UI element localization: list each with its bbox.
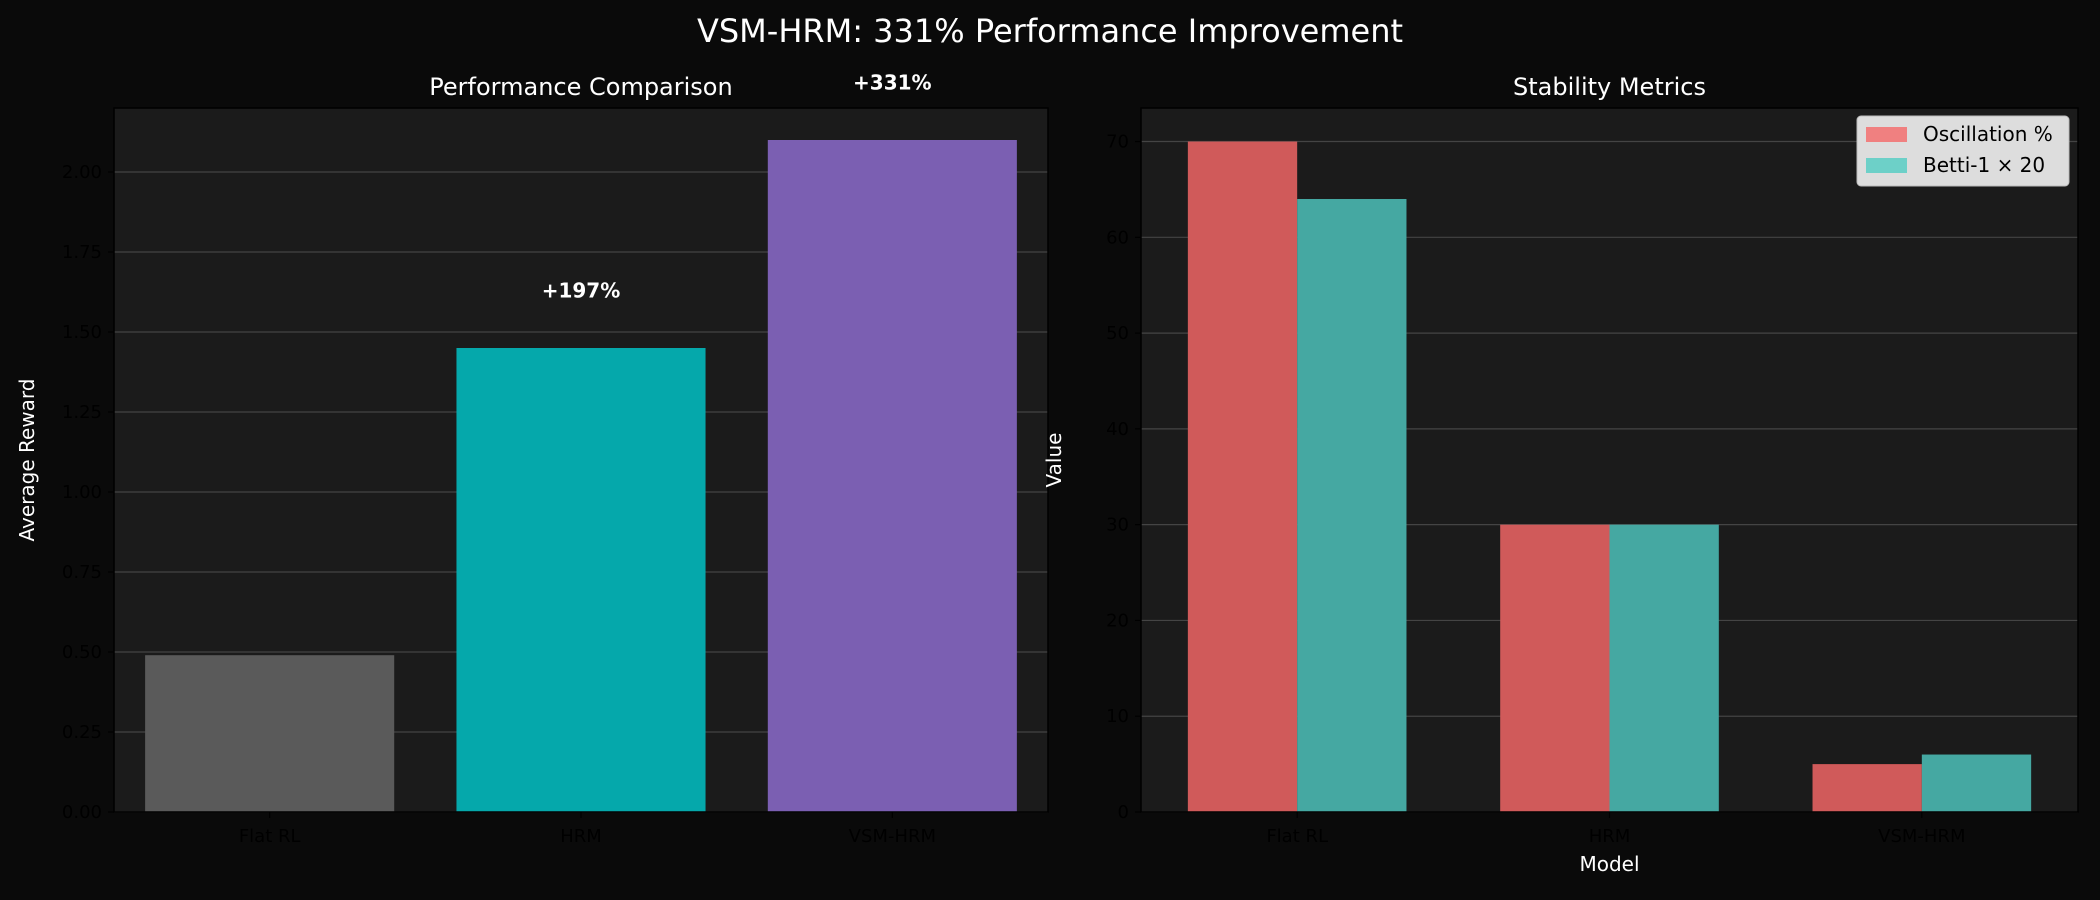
chart-title: Stability Metrics bbox=[1513, 73, 1706, 101]
bar-hrm bbox=[456, 348, 706, 812]
y-tick-label: 20 bbox=[1106, 610, 1129, 631]
y-tick-label: 30 bbox=[1106, 515, 1129, 536]
bar-vsm-hrm bbox=[767, 140, 1017, 812]
y-tick-label: 40 bbox=[1106, 419, 1129, 440]
y-tick-label: 10 bbox=[1106, 706, 1129, 727]
y-tick-label: 1.00 bbox=[62, 482, 102, 503]
y-tick-label: 2.00 bbox=[62, 162, 102, 183]
y-tick-label: 1.25 bbox=[62, 402, 102, 423]
figure-title: VSM-HRM: 331% Performance Improvement bbox=[697, 12, 1403, 50]
bar-annotation: +197% bbox=[542, 278, 621, 302]
y-axis-label: Average Reward bbox=[15, 379, 39, 542]
y-tick-label: 70 bbox=[1106, 132, 1129, 153]
legend-swatch bbox=[1866, 158, 1907, 173]
chart-title: Performance Comparison bbox=[429, 73, 732, 101]
legend-label: Betti-1 × 20 bbox=[1923, 153, 2045, 177]
x-axis-label: Model bbox=[1579, 852, 1639, 876]
x-tick-label: HRM bbox=[560, 826, 602, 847]
bar-betti-1-20-flat-rl bbox=[1297, 198, 1407, 813]
axes-frame bbox=[1140, 107, 2079, 813]
x-tick-label: VSM-HRM bbox=[1878, 826, 1965, 847]
y-tick-label: 60 bbox=[1106, 227, 1129, 248]
legend-box bbox=[1856, 115, 2070, 187]
y-tick-label: 0 bbox=[1118, 802, 1129, 823]
y-tick-label: 1.50 bbox=[62, 322, 102, 343]
legend-label: Oscillation % bbox=[1923, 122, 2053, 146]
y-axis-label: Value bbox=[1042, 433, 1066, 488]
bar-betti-1-20-vsm-hrm bbox=[1921, 754, 2032, 812]
x-tick-label: HRM bbox=[1589, 826, 1631, 847]
x-tick-label: Flat RL bbox=[239, 826, 301, 847]
x-tick-label: VSM-HRM bbox=[849, 826, 936, 847]
axes-frame bbox=[113, 107, 1049, 813]
y-tick-label: 50 bbox=[1106, 323, 1129, 344]
y-tick-label: 0.00 bbox=[62, 802, 102, 823]
y-tick-label: 0.25 bbox=[62, 722, 102, 743]
stability-metrics-chart: 0 10 20 30 40 50 60 70 Flat RL HRM VSM-HRM Stabilit… bbox=[1042, 73, 2079, 876]
bar-annotation: +331% bbox=[853, 70, 932, 94]
x-tick-label: Flat RL bbox=[1266, 826, 1328, 847]
y-tick-label: 0.75 bbox=[62, 562, 102, 583]
bar-oscillation--flat-rl bbox=[1187, 141, 1298, 812]
bar-betti-1-20-hrm bbox=[1609, 524, 1719, 812]
legend-swatch bbox=[1866, 127, 1907, 142]
y-tick-label: 1.75 bbox=[62, 242, 102, 263]
performance-comparison-chart: 0.00 0.25 0.50 0.75 1.00 1.25 1.50 1.75 2.00 +197… bbox=[15, 70, 1049, 847]
bar-flat-rl bbox=[145, 655, 395, 812]
legend: Oscillation % Betti-1 × 20 bbox=[1856, 115, 2070, 187]
y-tick-label: 0.50 bbox=[62, 642, 102, 663]
bar-oscillation--hrm bbox=[1500, 524, 1610, 812]
bar-oscillation--vsm-hrm bbox=[1812, 764, 1922, 812]
